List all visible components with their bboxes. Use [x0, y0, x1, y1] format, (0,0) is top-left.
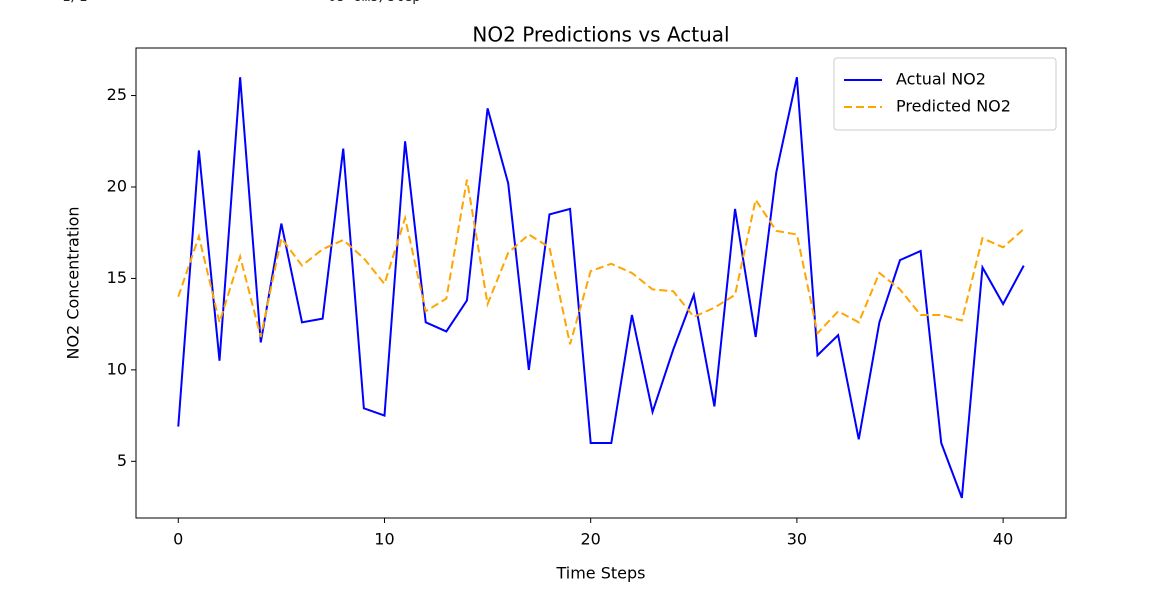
legend-box — [833, 57, 1057, 131]
plot-frame — [135, 47, 1067, 519]
chart-title: NO2 Predictions vs Actual — [472, 23, 729, 47]
y-tick-label: 5 — [117, 451, 127, 470]
legend-label: Predicted NO2 — [896, 97, 1011, 116]
x-tick-label: 0 — [173, 530, 183, 549]
legend-label: Actual NO2 — [896, 70, 986, 89]
y-tick-label: 20 — [107, 176, 127, 195]
data-line — [177, 179, 1025, 345]
data-line — [177, 77, 1025, 499]
y-tick-label: 15 — [107, 268, 127, 287]
x-tick-label: 30 — [787, 530, 807, 549]
console-progress: 1/1 — [62, 0, 87, 5]
legend: Actual NO2 Predicted NO2 — [833, 57, 1057, 131]
console-timing: 0s 6ms/step — [328, 0, 421, 5]
x-tick-label: 10 — [374, 530, 394, 549]
x-axis-label: Time Steps — [555, 564, 645, 583]
y-axis-label: NO2 Concentration — [64, 206, 83, 359]
y-tick-label: 10 — [107, 359, 127, 378]
y-tick-label: 25 — [107, 85, 127, 104]
x-tick-label: 20 — [581, 530, 601, 549]
x-tick-label: 40 — [993, 530, 1013, 549]
